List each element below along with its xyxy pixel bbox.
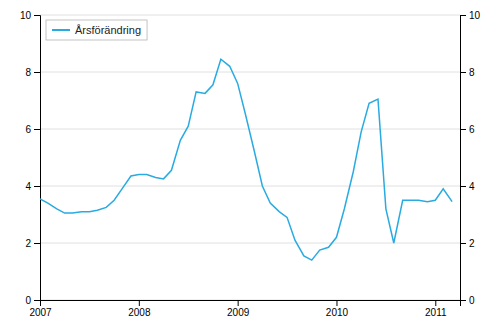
- tick: 2009: [227, 300, 250, 318]
- tick-label: 2010: [326, 307, 349, 318]
- tick: 10: [460, 10, 481, 21]
- tick: 4: [25, 181, 40, 192]
- tick-label: 2011: [425, 307, 447, 318]
- tick-label: 2007: [29, 307, 52, 318]
- tick: 2: [25, 238, 40, 249]
- grid-line: [40, 243, 460, 244]
- tick-mark: [238, 300, 239, 306]
- tick-label: 8: [469, 67, 475, 78]
- tick-mark: [34, 243, 40, 244]
- tick-mark: [34, 129, 40, 130]
- tick-label: 6: [469, 124, 475, 135]
- tick-label: 4: [25, 181, 31, 192]
- tick-mark: [460, 129, 466, 130]
- tick: 8: [460, 67, 475, 78]
- tick: 6: [460, 124, 475, 135]
- tick: 10: [20, 10, 40, 21]
- marks: [40, 59, 452, 260]
- tick-label: 0: [469, 295, 475, 306]
- tick-mark: [460, 72, 466, 73]
- tick-mark: [460, 186, 466, 187]
- legend-swatch: [52, 29, 70, 31]
- line: [40, 59, 452, 260]
- tick: 2010: [326, 300, 349, 318]
- tick-mark: [336, 300, 337, 306]
- y-axis-line: [34, 16, 41, 301]
- chart: 2007 2008 2009 2010 2011 0 2 4 6 8 10 0 2 4 6 8 10 Årsför…: [0, 0, 500, 330]
- tick-mark: [34, 186, 40, 187]
- tick-label: 6: [25, 124, 31, 135]
- tick-label: 2008: [128, 307, 151, 318]
- tick: 2007: [29, 300, 52, 318]
- tick-mark: [34, 300, 40, 301]
- x-axis: 2007 2008 2009 2010 2011: [29, 300, 460, 318]
- tick-mark: [34, 15, 40, 16]
- plot: 2007 2008 2009 2010 2011 0 2 4 6 8 10 0 2 4 6 8 10 Årsför…: [20, 10, 481, 318]
- tick-mark: [460, 243, 466, 244]
- tick: 4: [460, 181, 475, 192]
- tick: 8: [25, 67, 40, 78]
- legend-label: Årsförändring: [75, 24, 141, 36]
- tick-label: 10: [469, 10, 481, 21]
- tick-label: 10: [20, 10, 32, 21]
- tick: 6: [25, 124, 40, 135]
- tick-label: 2009: [227, 307, 250, 318]
- tick-label: 8: [25, 67, 31, 78]
- grid: [40, 15, 460, 300]
- legend: Årsförändring: [46, 20, 147, 40]
- y2-axis: 0 2 4 6 8 10: [460, 10, 481, 306]
- tick: 2008: [128, 300, 151, 318]
- y-axis: 0 2 4 6 8 10: [20, 10, 41, 306]
- tick-label: 4: [469, 181, 475, 192]
- tick: 2: [460, 238, 475, 249]
- tick-label: 2: [25, 238, 31, 249]
- tick: 2011: [425, 300, 447, 318]
- tick-mark: [139, 300, 140, 306]
- tick-label: 2: [469, 238, 475, 249]
- x-axis-line: [41, 301, 461, 307]
- tick-mark: [34, 72, 40, 73]
- grid-line: [40, 129, 460, 130]
- grid-line: [40, 186, 460, 187]
- y2-axis-line: [461, 16, 467, 301]
- grid-line: [40, 15, 460, 16]
- tick-mark: [460, 300, 466, 301]
- tick-mark: [460, 15, 466, 16]
- grid-line: [40, 72, 460, 73]
- legend-box: [46, 20, 147, 40]
- tick-label: 0: [25, 295, 31, 306]
- tick: 0: [25, 295, 40, 306]
- tick: 0: [460, 295, 475, 306]
- tick-mark: [435, 300, 436, 306]
